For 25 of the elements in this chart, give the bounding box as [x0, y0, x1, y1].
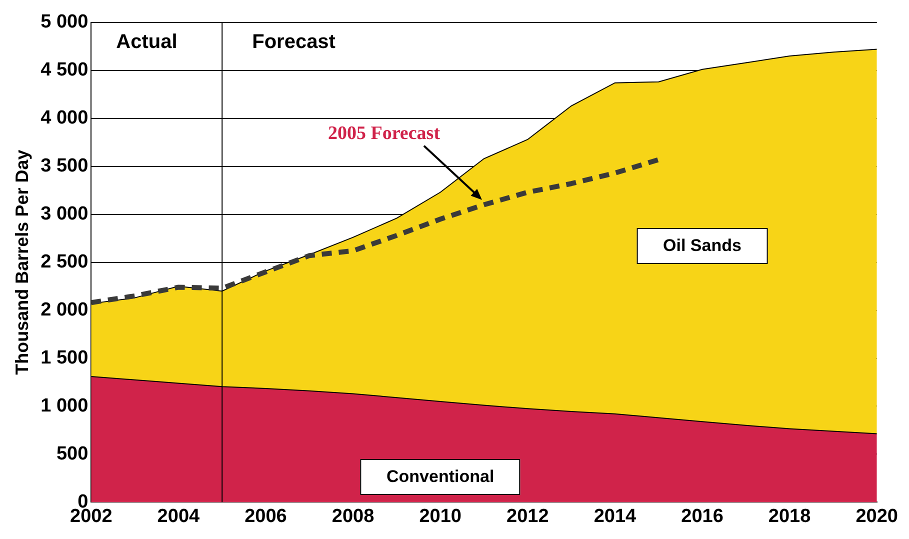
y-tick-label: 1 000: [40, 395, 88, 416]
annotation: Actual: [116, 30, 178, 53]
y-tick-label: 5 000: [40, 12, 88, 33]
annotation: Forecast: [252, 30, 336, 53]
x-tick-label: 2018: [768, 506, 811, 527]
y-tick-label: 2 000: [40, 300, 88, 321]
y-tick-label: 2 500: [40, 252, 88, 273]
y-axis-title: Thousand Barrels Per Day: [12, 150, 32, 375]
y-tick-label: 4 500: [40, 60, 88, 81]
x-tick-label: 2014: [594, 506, 637, 527]
y-tick-label: 3 000: [40, 204, 88, 225]
x-tick-label: 2004: [157, 506, 200, 527]
y-tick-label: 4 000: [40, 108, 88, 129]
x-tick-label: 2010: [419, 506, 462, 527]
y-tick-label: 3 500: [40, 156, 88, 177]
y-tick-label: 500: [56, 443, 88, 464]
series-label: Conventional: [360, 458, 520, 495]
x-tick-label: 2020: [856, 506, 898, 527]
x-tick-label: 2012: [506, 506, 549, 527]
x-tick-label: 2008: [332, 506, 374, 527]
x-tick-label: 2016: [681, 506, 724, 527]
x-tick-label: 2006: [244, 506, 287, 527]
y-tick-label: 1 500: [40, 347, 88, 368]
annotation: 2005 Forecast: [328, 122, 441, 144]
series-label: Oil Sands: [637, 228, 768, 264]
